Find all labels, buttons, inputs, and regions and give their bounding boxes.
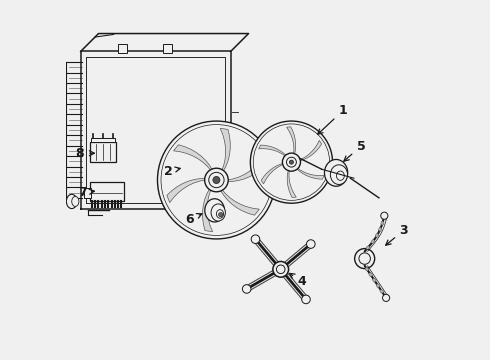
Circle shape: [251, 235, 260, 243]
Ellipse shape: [217, 210, 223, 218]
Polygon shape: [259, 145, 286, 156]
Bar: [90, 143, 117, 162]
Ellipse shape: [211, 204, 225, 221]
Circle shape: [250, 121, 333, 203]
Polygon shape: [261, 163, 284, 184]
Ellipse shape: [365, 267, 368, 271]
Circle shape: [302, 295, 310, 304]
Bar: [92, 138, 115, 143]
Polygon shape: [299, 140, 322, 161]
Ellipse shape: [371, 240, 374, 243]
Ellipse shape: [380, 289, 383, 293]
Circle shape: [307, 240, 315, 248]
Text: 8: 8: [75, 147, 95, 160]
Polygon shape: [202, 188, 213, 232]
Text: 7: 7: [78, 186, 95, 199]
Ellipse shape: [379, 227, 382, 231]
Circle shape: [209, 172, 224, 188]
Ellipse shape: [366, 246, 369, 249]
Ellipse shape: [324, 159, 348, 186]
Ellipse shape: [376, 284, 380, 288]
Bar: [84, 188, 91, 198]
Text: 4: 4: [290, 273, 307, 288]
Ellipse shape: [375, 233, 379, 237]
Polygon shape: [220, 128, 230, 172]
Polygon shape: [296, 168, 324, 179]
Ellipse shape: [330, 165, 347, 184]
Bar: [118, 44, 127, 53]
Text: 1: 1: [318, 104, 347, 134]
Circle shape: [359, 253, 370, 264]
Circle shape: [383, 294, 390, 301]
Circle shape: [243, 285, 251, 293]
Ellipse shape: [381, 221, 384, 225]
Bar: [163, 44, 172, 53]
Circle shape: [355, 249, 375, 269]
Ellipse shape: [205, 199, 224, 222]
Polygon shape: [173, 145, 213, 171]
Circle shape: [290, 160, 294, 164]
Polygon shape: [167, 179, 206, 203]
Ellipse shape: [72, 197, 79, 206]
Polygon shape: [227, 157, 266, 181]
Circle shape: [157, 121, 275, 239]
Text: 6: 6: [185, 213, 202, 226]
Circle shape: [282, 153, 300, 171]
Circle shape: [381, 212, 388, 219]
Circle shape: [273, 261, 289, 277]
Ellipse shape: [369, 273, 372, 276]
Circle shape: [213, 176, 220, 184]
Circle shape: [276, 265, 285, 274]
Circle shape: [205, 168, 228, 192]
Text: 5: 5: [344, 140, 366, 161]
Bar: [90, 182, 123, 202]
Polygon shape: [287, 170, 296, 198]
Polygon shape: [287, 127, 295, 154]
Text: 3: 3: [386, 224, 408, 245]
Ellipse shape: [66, 194, 77, 208]
Ellipse shape: [372, 278, 376, 282]
Circle shape: [287, 157, 296, 167]
Circle shape: [219, 212, 223, 217]
Ellipse shape: [337, 171, 344, 180]
Text: 2: 2: [164, 165, 180, 177]
Polygon shape: [220, 189, 259, 215]
